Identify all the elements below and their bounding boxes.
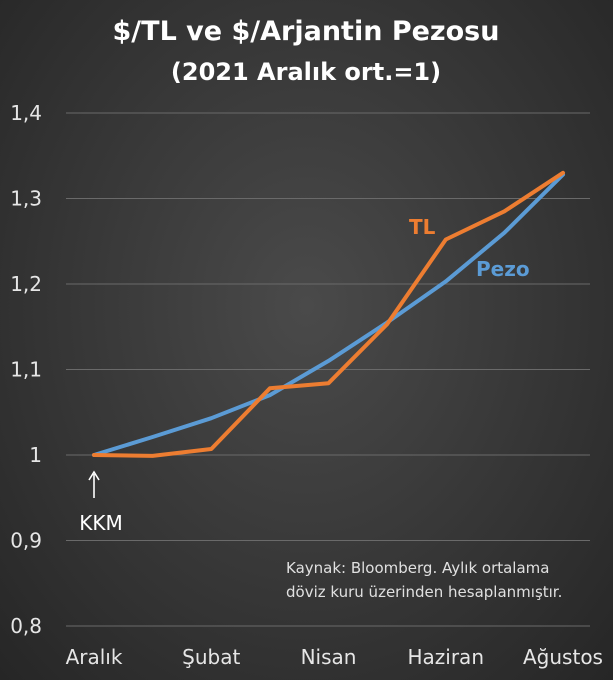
y-tick-label: 0,9 <box>10 529 42 553</box>
chart-title: $/TL ve $/Arjantin Pezosu <box>113 16 500 47</box>
annotation: KKM <box>79 470 123 535</box>
x-tick-label: Şubat <box>182 645 240 669</box>
source-note-line-2: döviz kuru üzerinden hesaplanmıştır. <box>286 583 562 601</box>
y-tick-label: 1 <box>29 443 42 467</box>
x-tick-label: Nisan <box>301 645 357 669</box>
x-axis: Aralık Şubat Nisan Haziran Ağustos <box>66 645 603 669</box>
source-note-line-1: Kaynak: Bloomberg. Aylık ortalama <box>286 559 549 577</box>
series-line-pezo <box>92 172 565 457</box>
y-tick-label: 1,4 <box>10 101 42 125</box>
annotation-kkm: KKM <box>79 511 123 535</box>
annotation-arrowhead <box>88 470 100 481</box>
series-label-pezo: Pezo <box>476 257 530 281</box>
y-tick-label: 1,1 <box>10 358 42 382</box>
series-label-tl: TL <box>409 215 436 239</box>
series-labels: TL Pezo <box>409 215 530 281</box>
y-tick-label: 1,2 <box>10 272 42 296</box>
y-tick-label: 0,8 <box>10 614 42 638</box>
y-tick-label: 1,3 <box>10 187 42 211</box>
y-axis: 0,8 0,9 1 1,1 1,2 1,3 1,4 <box>10 101 42 638</box>
x-tick-label: Aralık <box>66 645 123 669</box>
x-tick-label: Ağustos <box>523 645 603 669</box>
grid <box>66 112 590 627</box>
series-lines <box>92 170 565 458</box>
x-tick-label: Haziran <box>407 645 484 669</box>
chart-subtitle: (2021 Aralık ort.=1) <box>171 58 441 86</box>
series-line-tl <box>92 170 565 458</box>
